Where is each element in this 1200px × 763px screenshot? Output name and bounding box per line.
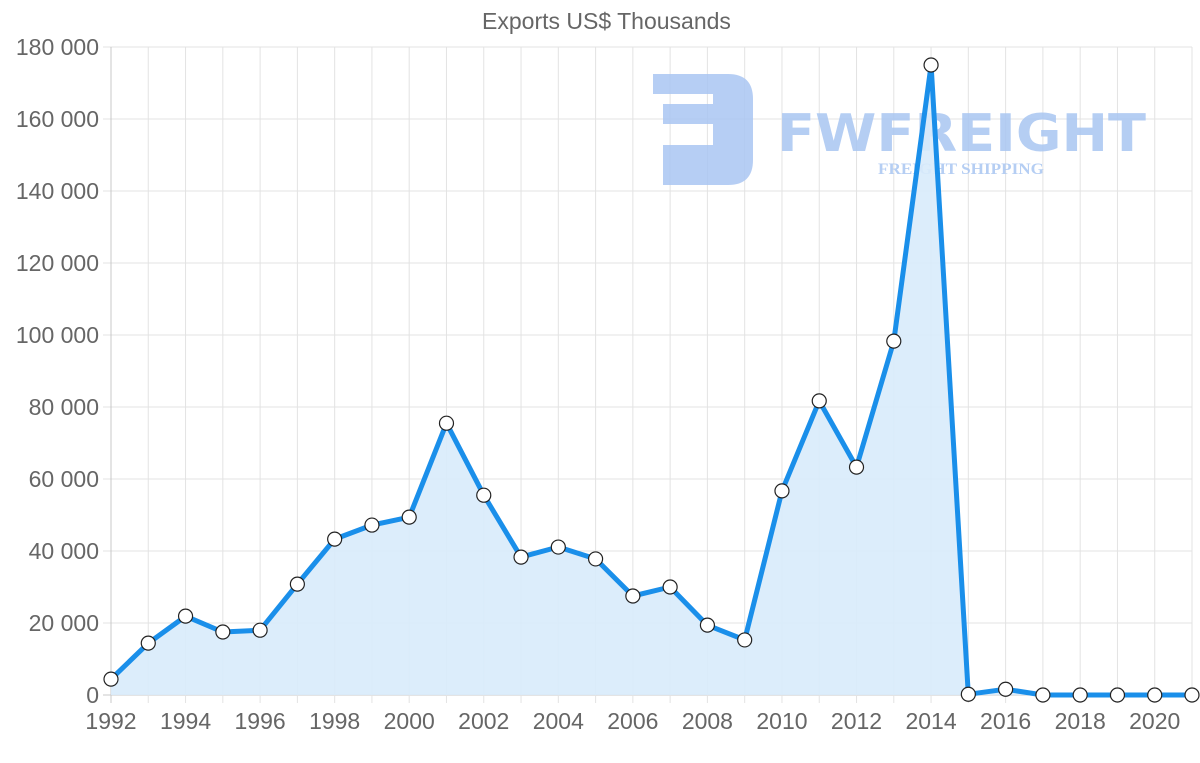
data-point[interactable] bbox=[177, 608, 194, 624]
data-point[interactable] bbox=[140, 635, 156, 651]
data-point[interactable] bbox=[1035, 687, 1051, 703]
x-tick-label: 2002 bbox=[458, 708, 509, 734]
watermark-brand: FWFREIGHT bbox=[777, 104, 1147, 164]
data-point[interactable] bbox=[662, 579, 678, 595]
x-tick-label: 2008 bbox=[682, 708, 733, 734]
data-point[interactable] bbox=[1147, 687, 1163, 703]
y-tick-label: 100 000 bbox=[16, 322, 99, 348]
x-tick-label: 2018 bbox=[1055, 708, 1106, 734]
data-point[interactable] bbox=[811, 393, 827, 409]
y-tick-label: 20 000 bbox=[29, 610, 99, 636]
data-point[interactable] bbox=[737, 632, 753, 648]
data-point[interactable] bbox=[587, 551, 604, 567]
x-axis-labels: 1992 1994 1996 1998 2000 2002 2004 2006 2008 2010… bbox=[85, 708, 1180, 734]
x-tick-label: 2000 bbox=[384, 708, 435, 734]
y-tick-label: 120 000 bbox=[16, 250, 99, 276]
x-tick-label: 2004 bbox=[533, 708, 584, 734]
x-tick-label: 2014 bbox=[905, 708, 956, 734]
data-point[interactable] bbox=[848, 459, 865, 475]
data-point[interactable] bbox=[252, 622, 268, 638]
data-point[interactable] bbox=[513, 549, 529, 565]
data-point[interactable] bbox=[1109, 687, 1126, 703]
x-tick-label: 2016 bbox=[980, 708, 1031, 734]
x-tick-label: 2006 bbox=[607, 708, 658, 734]
x-tick-label: 2012 bbox=[831, 708, 882, 734]
chart-title: Exports US$ Thousands bbox=[482, 8, 731, 34]
data-point[interactable] bbox=[960, 686, 976, 702]
x-tick-label: 2010 bbox=[756, 708, 807, 734]
data-point[interactable] bbox=[774, 483, 790, 499]
x-tick-label: 1998 bbox=[309, 708, 360, 734]
data-point[interactable] bbox=[364, 517, 380, 533]
data-point[interactable] bbox=[886, 333, 902, 349]
data-point[interactable] bbox=[476, 487, 492, 503]
data-point[interactable] bbox=[438, 415, 455, 431]
y-tick-label: 180 000 bbox=[16, 34, 99, 60]
x-tick-label: 1992 bbox=[85, 708, 136, 734]
data-point[interactable] bbox=[103, 671, 119, 687]
data-point[interactable] bbox=[625, 588, 641, 604]
watermark-logo: FWFREIGHT FREIGHT SHIPPING bbox=[653, 74, 1147, 185]
data-point[interactable] bbox=[1072, 687, 1088, 703]
logo-mark-icon bbox=[653, 74, 753, 185]
y-tick-label: 160 000 bbox=[16, 106, 99, 132]
data-point[interactable] bbox=[327, 531, 343, 547]
watermark-tagline: FREIGHT SHIPPING bbox=[878, 161, 1045, 178]
data-point[interactable] bbox=[923, 57, 939, 73]
y-tick-label: 40 000 bbox=[29, 538, 99, 564]
area-fill bbox=[111, 65, 1192, 695]
data-point[interactable] bbox=[401, 509, 417, 525]
y-tick-label: 80 000 bbox=[29, 394, 99, 420]
y-tick-label: 140 000 bbox=[16, 178, 99, 204]
x-tick-label: 1996 bbox=[235, 708, 286, 734]
y-tick-label: 0 bbox=[86, 682, 99, 708]
data-point[interactable] bbox=[699, 617, 716, 633]
data-point[interactable] bbox=[998, 681, 1014, 697]
data-point[interactable] bbox=[550, 539, 566, 555]
x-tick-label: 1994 bbox=[160, 708, 211, 734]
data-point[interactable] bbox=[289, 576, 305, 592]
y-tick-label: 60 000 bbox=[29, 466, 99, 492]
data-points bbox=[103, 57, 1200, 703]
y-axis-labels: 0 20 000 40 000 60 000 80 000 100 000 120 000 1… bbox=[16, 34, 99, 708]
x-tick-label: 2020 bbox=[1129, 708, 1180, 734]
data-point[interactable] bbox=[215, 624, 231, 640]
data-point[interactable] bbox=[1184, 687, 1200, 703]
